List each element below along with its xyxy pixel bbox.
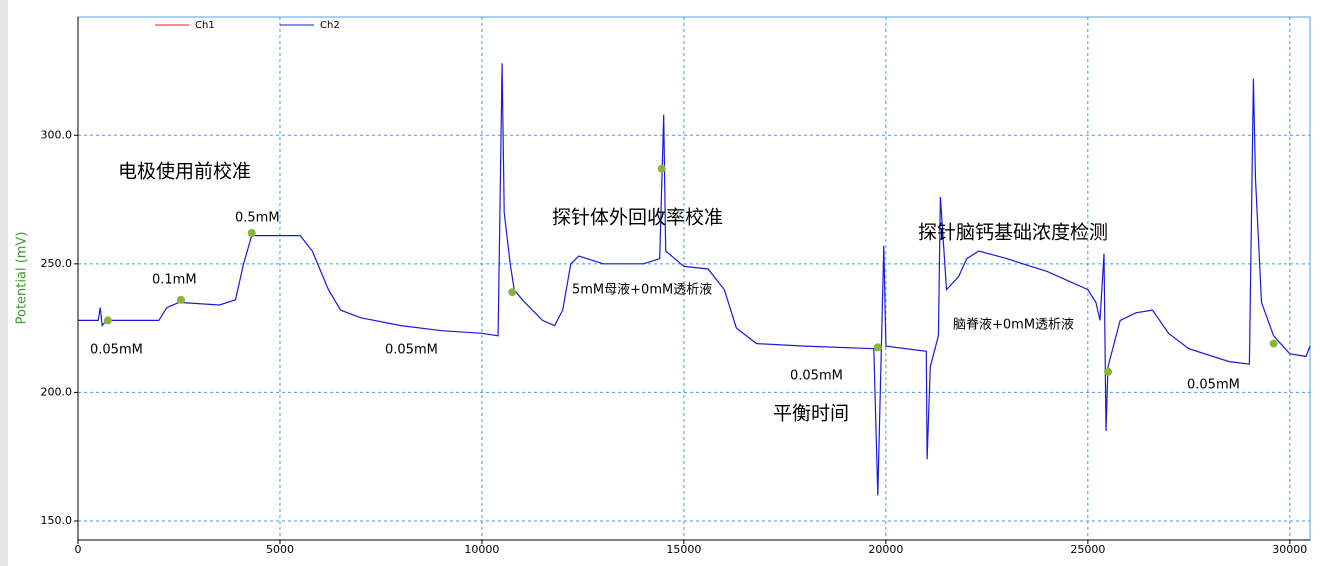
marker	[508, 288, 517, 297]
annotation: 0.1mM	[152, 273, 197, 288]
annotation: 脑脊液+0mM透析液	[953, 318, 1074, 333]
legend-label: Ch2	[320, 20, 340, 31]
marker	[1104, 367, 1113, 376]
x-tick-label: 15000	[666, 543, 701, 556]
annotation: 探针脑钙基础浓度检测	[918, 222, 1108, 244]
plot-frame	[77, 16, 1311, 541]
y-tick-label: 200.0	[41, 385, 73, 398]
marker	[103, 316, 112, 325]
x-tick-label: 5000	[266, 543, 294, 556]
data-line	[78, 63, 1311, 496]
x-tick-label: 30000	[1272, 543, 1307, 556]
marker	[177, 295, 186, 304]
annotation: 0.05mM	[1187, 378, 1240, 393]
y-axis-title: Potential (mV)	[15, 232, 30, 325]
y-tick-label: 300.0	[41, 128, 73, 141]
side-strip	[0, 0, 8, 566]
marker	[1269, 339, 1278, 348]
annotation: 0.5mM	[235, 211, 280, 226]
marker	[247, 228, 256, 237]
x-tick-label: 25000	[1070, 543, 1105, 556]
x-tick-label: 0	[75, 543, 82, 556]
y-tick-label: 150.0	[41, 514, 73, 527]
marker	[657, 164, 666, 173]
annotation: 0.05mM	[385, 343, 438, 358]
annotation: 0.05mM	[90, 343, 143, 358]
x-tick-label: 20000	[868, 543, 903, 556]
marker	[873, 343, 882, 352]
annotation: 电极使用前校准	[118, 161, 251, 183]
annotation: 探针体外回收率校准	[552, 207, 723, 229]
annotation: 平衡时间	[773, 403, 849, 425]
annotation: 5mM母液+0mM透析液	[572, 283, 712, 298]
legend-label: Ch1	[195, 20, 215, 31]
y-tick-label: 250.0	[41, 257, 73, 270]
x-tick-label: 10000	[464, 543, 499, 556]
annotation: 0.05mM	[790, 369, 843, 384]
